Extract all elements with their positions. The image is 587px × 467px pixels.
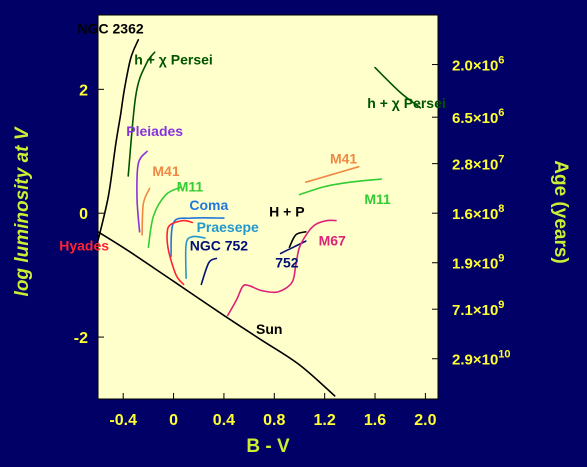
isochrone-line [136, 150, 148, 233]
age-axis-title: Age (years) [550, 160, 571, 264]
cluster-label: NGC 752 [190, 237, 249, 253]
isochrone-line [94, 39, 140, 252]
cluster-label: M11 [364, 191, 391, 207]
cluster-label: H + P [269, 203, 304, 219]
cluster-label: M41 [330, 151, 357, 167]
x-tick-label: 0.4 [213, 412, 235, 429]
cluster-label: 752 [275, 255, 299, 271]
isochrone-line [141, 187, 151, 236]
y-axis-title: log luminosity at V [12, 126, 33, 296]
axis-ticks [98, 64, 438, 399]
age-label: 6.5×106 [452, 107, 504, 127]
age-label: 7.1×109 [452, 299, 504, 319]
cluster-label: Coma [189, 197, 228, 213]
cluster-label: Praesepe [197, 219, 259, 235]
y-tick-label: -2 [74, 330, 88, 347]
cluster-labels: NGC 2362 h + χ Persei h + χ Persei Pleiades… [59, 21, 446, 337]
plot-area [97, 14, 439, 400]
x-tick-label: 0 [169, 412, 178, 429]
isochrone-line [288, 231, 307, 249]
cluster-label: M67 [319, 232, 346, 248]
y-tick-label: 0 [79, 206, 88, 223]
age-label: 2.8×107 [452, 154, 504, 174]
isochrone-line [279, 240, 307, 255]
isochrone-line [305, 165, 360, 183]
isochrone-line [97, 231, 336, 397]
cluster-label: NGC 2362 [78, 21, 144, 37]
isochrone-line [127, 51, 156, 177]
isochrone-line [147, 186, 182, 249]
x-tick-label: 1.2 [314, 412, 336, 429]
axis-tick-labels: -0.4 0 0.4 0.8 1.2 1.6 2.0 2 0 -2 [74, 82, 437, 429]
isochrone-curves [94, 39, 422, 397]
x-tick-label: 1.6 [364, 412, 386, 429]
cluster-label: h + χ Persei [134, 52, 213, 68]
x-tick-label: 0.8 [263, 412, 285, 429]
age-label: 2.9×1010 [452, 349, 511, 369]
x-tick-label: -0.4 [109, 412, 137, 429]
isochrone-line [184, 235, 206, 279]
isochrone-line [298, 178, 383, 196]
isochrone-line [166, 219, 194, 286]
cluster-label: Sun [256, 321, 282, 337]
age-label: 2.0×106 [452, 55, 504, 75]
cluster-label: M11 [177, 179, 204, 195]
x-axis-title: B - V [246, 436, 290, 457]
isochrone-line [170, 216, 225, 258]
isochrone-line [374, 66, 422, 109]
cluster-label: Pleiades [126, 123, 183, 139]
cluster-label: M41 [152, 163, 179, 179]
isochrone-line [200, 257, 218, 286]
y-tick-label: 2 [79, 82, 88, 99]
cluster-label: Hyades [59, 237, 109, 253]
age-label: 1.9×109 [452, 253, 504, 273]
cluster-label: h + χ Persei [367, 95, 446, 111]
x-tick-label: 2.0 [414, 412, 436, 429]
age-axis-labels: 2.0×106 6.5×106 2.8×107 1.6×108 1.9×109 7.1×1… [452, 55, 511, 369]
age-label: 1.6×108 [452, 203, 504, 223]
isochrone-line [226, 219, 337, 317]
